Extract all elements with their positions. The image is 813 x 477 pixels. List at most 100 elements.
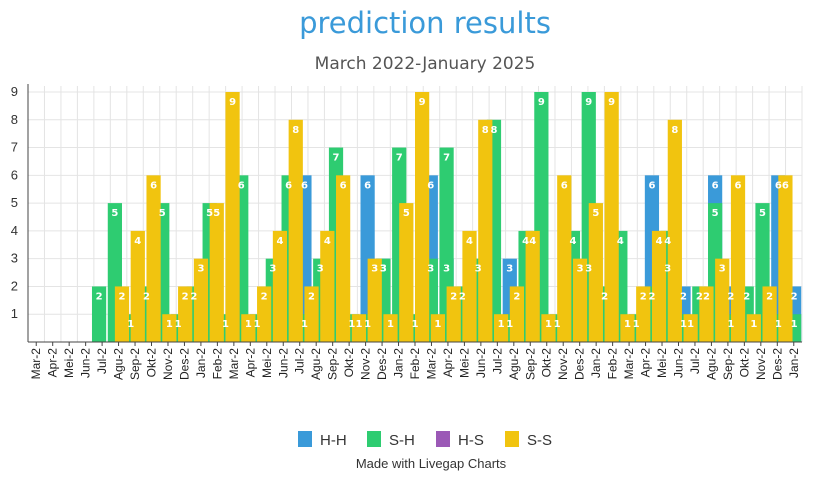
- x-tick-label: Sep-2: [523, 348, 537, 380]
- bar-value-label: 1: [254, 319, 261, 330]
- x-tick-label: Jan-2: [392, 348, 406, 378]
- bar-s-s: [572, 258, 588, 342]
- bar-value-label: 4: [522, 236, 529, 247]
- bar-s-s: [114, 286, 130, 342]
- bar-s-s: [651, 230, 667, 342]
- bar-s-s: [272, 230, 288, 342]
- bar-value-label: 3: [197, 264, 204, 275]
- bar-value-label: 1: [355, 319, 362, 330]
- bar-value-label: 2: [696, 291, 703, 302]
- bar-value-label: 7: [396, 153, 403, 164]
- legend-label: S-H: [389, 432, 415, 449]
- bar-value-label: 5: [403, 208, 410, 219]
- x-tick-label: Mei-2: [457, 348, 471, 378]
- x-tick-label: Mei-2: [260, 348, 274, 378]
- x-tick-label: Nov-2: [161, 348, 175, 380]
- bar-value-label: 8: [292, 125, 299, 136]
- bar-value-label: 2: [680, 291, 687, 302]
- bar-value-label: 3: [577, 264, 584, 275]
- bar-value-label: 1: [554, 319, 561, 330]
- x-tick-label: Sep-2: [721, 348, 735, 380]
- bar-value-label: 2: [182, 291, 189, 302]
- x-tick-label: Des-2: [177, 348, 191, 380]
- bar-value-label: 4: [324, 236, 331, 247]
- bar-value-label: 2: [450, 291, 457, 302]
- bar-value-label: 1: [680, 319, 687, 330]
- bar-s-h: [91, 286, 107, 342]
- chart-title: prediction results: [299, 6, 551, 40]
- bar-value-label: 2: [459, 291, 466, 302]
- x-tick-label: Apr-2: [243, 348, 257, 378]
- x-tick-label: Feb-2: [606, 348, 620, 380]
- bar-s-s: [193, 258, 209, 342]
- x-tick-label: Feb-2: [408, 348, 422, 380]
- bar-value-label: 3: [585, 264, 592, 275]
- bar-value-label: 1: [364, 319, 371, 330]
- x-tick-label: Des-2: [375, 348, 389, 380]
- bar-value-label: 9: [585, 97, 592, 108]
- x-tick-label: Jul-2: [95, 348, 109, 374]
- bar-value-label: 5: [759, 208, 766, 219]
- x-tick-label: Apr-2: [46, 348, 60, 378]
- bar-value-label: 5: [159, 208, 166, 219]
- bar-value-label: 2: [766, 291, 773, 302]
- bar-value-label: 1: [545, 319, 552, 330]
- bar-value-label: 2: [601, 291, 608, 302]
- bar-value-label: 1: [348, 319, 355, 330]
- bar-value-label: 5: [213, 208, 220, 219]
- bar-value-label: 1: [727, 319, 734, 330]
- bar-value-label: 4: [569, 236, 576, 247]
- bar-value-label: 4: [656, 236, 663, 247]
- bar-value-label: 6: [735, 180, 742, 191]
- bar-value-label: 3: [380, 264, 387, 275]
- bar-s-s: [209, 203, 224, 342]
- x-tick-label: Nov-2: [556, 348, 570, 380]
- bar-value-label: 3: [380, 264, 387, 275]
- bar-value-label: 6: [648, 180, 655, 191]
- x-tick-label: Okt-2: [145, 348, 159, 378]
- bar-value-label: 4: [664, 236, 671, 247]
- legend-swatch-s-s: [505, 431, 519, 447]
- x-tick-label: Agu-2: [112, 348, 126, 380]
- bar-value-label: 6: [364, 180, 371, 191]
- bar-s-s: [288, 119, 303, 343]
- bar-value-label: 9: [229, 97, 236, 108]
- bar-s-s: [336, 175, 351, 342]
- x-tick-label: Jun-2: [474, 348, 488, 378]
- bar-value-label: 2: [791, 291, 798, 302]
- x-tick-label: Okt-2: [737, 348, 751, 378]
- bar-value-label: 7: [443, 153, 450, 164]
- bar-value-label: 3: [506, 264, 513, 275]
- legend-label: H-S: [458, 432, 484, 449]
- bar-value-label: 1: [245, 319, 252, 330]
- bar-value-label: 1: [633, 319, 640, 330]
- x-tick-label: Mar-2: [227, 348, 241, 380]
- bar-value-label: 5: [712, 208, 719, 219]
- y-tick-label: 9: [11, 84, 18, 99]
- bar-s-s: [620, 314, 635, 342]
- bar-s-s: [399, 203, 414, 342]
- bar-value-label: 2: [601, 291, 608, 302]
- x-tick-label: Agu-2: [507, 348, 521, 380]
- x-tick-label: Mar-2: [622, 348, 636, 380]
- x-tick-label: Des-2: [573, 348, 587, 380]
- bar-s-s: [162, 314, 177, 342]
- bar-value-label: 6: [561, 180, 568, 191]
- x-tick-label: Feb-2: [210, 348, 224, 380]
- bar-value-label: 3: [443, 264, 450, 275]
- bar-value-label: 4: [276, 236, 283, 247]
- bar-value-label: 5: [592, 208, 599, 219]
- bar-value-label: 1: [127, 319, 134, 330]
- bar-s-s: [667, 119, 682, 343]
- bar-value-label: 1: [222, 319, 229, 330]
- bar-value-label: 1: [775, 319, 782, 330]
- bar-value-label: 2: [727, 291, 734, 302]
- bar-value-label: 6: [150, 180, 157, 191]
- bar-s-s: [557, 175, 572, 342]
- bar-s-s: [383, 314, 398, 342]
- bar-s-s: [683, 314, 698, 342]
- bar-value-label: 9: [538, 97, 545, 108]
- bar-s-s: [446, 286, 461, 342]
